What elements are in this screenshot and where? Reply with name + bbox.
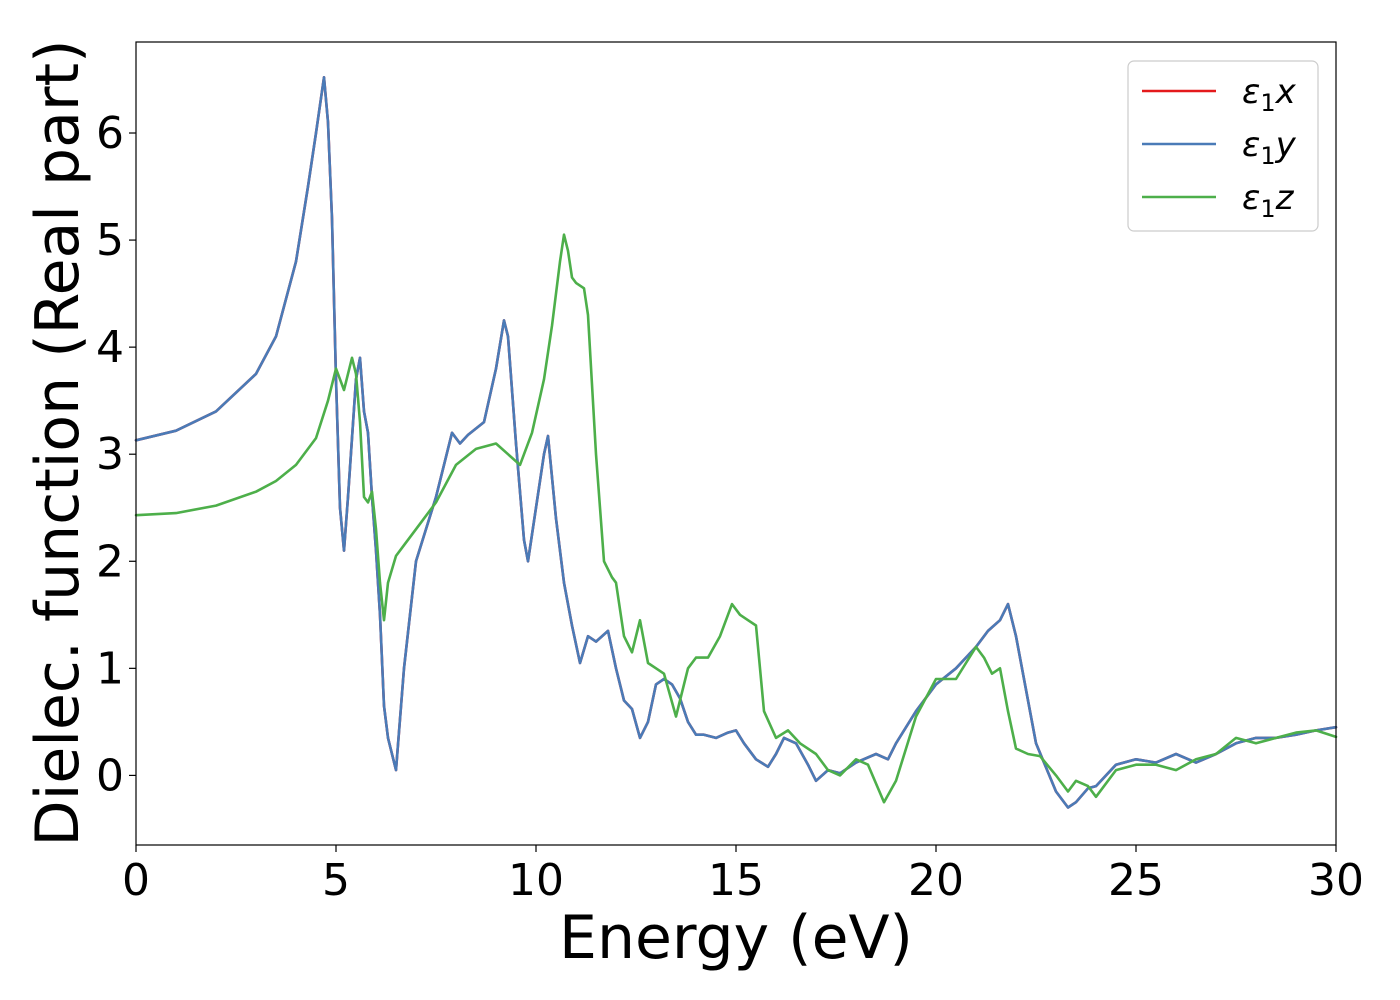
y-tick-label: 2 (96, 536, 124, 587)
legend-variable: z (1275, 178, 1295, 218)
legend-symbol: ε (1242, 125, 1260, 165)
x-tick-label: 0 (122, 855, 150, 906)
series-layer (134, 76, 1338, 809)
x-axis: 0 5 10 15 20 25 30 (122, 845, 1364, 906)
legend-subscript: 1 (1260, 195, 1275, 223)
legend-label-z: ε1z (1242, 178, 1295, 223)
x-tick-label: 25 (1108, 855, 1164, 906)
legend-symbol: ε (1242, 72, 1260, 112)
y-axis-title: Dielec. function (Real part) (23, 40, 93, 847)
x-tick-label: 5 (322, 855, 350, 906)
y-tick-label: 0 (96, 750, 124, 801)
y-axis: 0 1 2 3 4 5 6 (96, 108, 136, 801)
series-line-z (134, 233, 1338, 804)
series-line-y (134, 76, 1338, 809)
x-tick-label: 10 (508, 855, 564, 906)
legend-variable: x (1275, 72, 1297, 112)
legend-subscript: 1 (1260, 142, 1275, 170)
legend-symbol: ε (1242, 178, 1260, 218)
y-tick-label: 6 (96, 108, 124, 159)
legend-frame (1127, 60, 1319, 232)
legend-label-x: ε1x (1242, 72, 1297, 117)
x-tick-label: 30 (1308, 855, 1364, 906)
y-tick-label: 4 (96, 322, 124, 373)
y-tick-label: 1 (96, 643, 124, 694)
legend-subscript: 1 (1260, 89, 1275, 117)
x-tick-label: 20 (908, 855, 964, 906)
legend-variable: y (1275, 125, 1297, 165)
legend-label-y: ε1y (1242, 125, 1297, 170)
x-tick-label: 15 (708, 855, 764, 906)
y-tick-label: 5 (96, 215, 124, 266)
x-axis-title: Energy (eV) (559, 903, 913, 973)
y-tick-label: 3 (96, 429, 124, 480)
